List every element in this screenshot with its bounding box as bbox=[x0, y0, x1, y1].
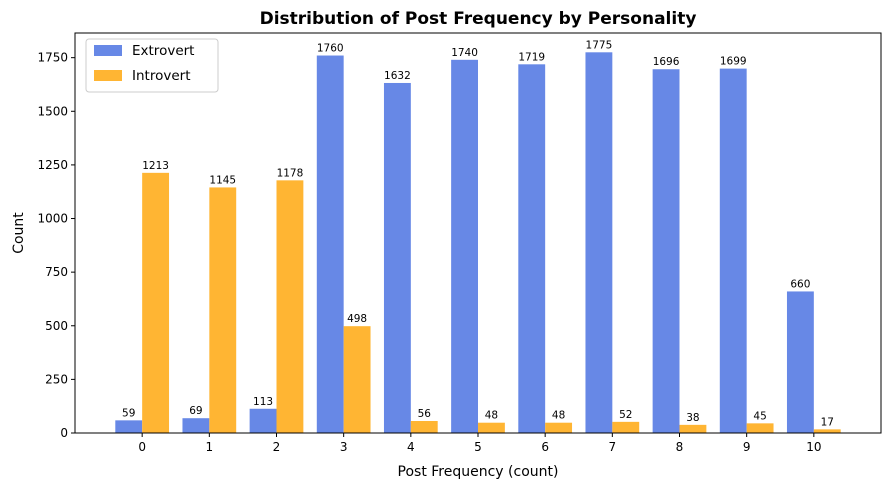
bar-extrovert-8 bbox=[652, 69, 680, 434]
bar-introvert-9 bbox=[746, 423, 774, 433]
data-label-introvert-10: 17 bbox=[821, 416, 834, 428]
bar-extrovert-0 bbox=[115, 420, 143, 433]
data-label-introvert-9: 45 bbox=[753, 410, 766, 422]
y-axis-ticks: 0 250 500 750 1000 1250 1500 1750 bbox=[37, 51, 75, 440]
bars-layer bbox=[115, 52, 841, 434]
chart-title: Distribution of Post Frequency by Person… bbox=[260, 9, 697, 29]
bar-extrovert-4 bbox=[383, 82, 411, 433]
y-tick-label: 1500 bbox=[37, 104, 68, 118]
data-label-introvert-4: 56 bbox=[418, 408, 432, 420]
bar-extrovert-3 bbox=[316, 55, 344, 433]
data-label-extrovert-4: 1632 bbox=[384, 70, 411, 82]
data-label-introvert-1: 1145 bbox=[209, 174, 236, 186]
bar-extrovert-6 bbox=[518, 64, 546, 434]
x-tick-label: 8 bbox=[676, 440, 684, 454]
data-label-extrovert-9: 1699 bbox=[720, 56, 747, 68]
data-label-introvert-7: 52 bbox=[619, 409, 632, 421]
x-axis-label: Post Frequency (count) bbox=[398, 464, 559, 480]
bar-extrovert-2 bbox=[249, 408, 277, 433]
bar-extrovert-9 bbox=[719, 68, 747, 434]
data-label-introvert-6: 48 bbox=[552, 410, 565, 422]
data-label-extrovert-6: 1719 bbox=[518, 51, 545, 63]
bar-extrovert-10 bbox=[786, 291, 814, 433]
bar-introvert-7 bbox=[612, 421, 640, 433]
bar-introvert-1 bbox=[209, 187, 237, 433]
legend-swatch-introvert bbox=[94, 70, 122, 81]
y-tick-label: 1250 bbox=[37, 158, 68, 172]
x-tick-label: 1 bbox=[206, 440, 214, 454]
legend-label-introvert: Introvert bbox=[132, 68, 190, 84]
bar-extrovert-5 bbox=[451, 59, 478, 433]
bar-introvert-3 bbox=[343, 326, 371, 433]
y-tick-label: 1750 bbox=[37, 51, 68, 65]
data-label-extrovert-2: 113 bbox=[253, 396, 273, 408]
data-label-extrovert-1: 69 bbox=[189, 405, 202, 417]
data-label-extrovert-3: 1760 bbox=[317, 43, 344, 55]
bar-introvert-5 bbox=[478, 422, 505, 433]
y-tick-label: 0 bbox=[60, 426, 68, 440]
y-tick-label: 750 bbox=[45, 265, 68, 279]
x-axis-ticks: 0 1 2 3 4 5 6 7 8 9 10 bbox=[138, 433, 821, 454]
bar-introvert-0 bbox=[142, 172, 170, 433]
y-axis-label: Count bbox=[11, 212, 27, 254]
legend-label-extrovert: Extrovert bbox=[132, 43, 194, 59]
x-tick-label: 5 bbox=[474, 440, 482, 454]
data-label-introvert-0: 1213 bbox=[142, 160, 169, 172]
y-tick-label: 1000 bbox=[37, 212, 68, 226]
data-labels-layer: 59 69 113 1760 1632 1740 1719 1775 1696 1699 660 12… bbox=[122, 39, 834, 428]
data-label-extrovert-5: 1740 bbox=[451, 47, 478, 59]
x-tick-label: 0 bbox=[138, 440, 146, 454]
data-label-introvert-3: 498 bbox=[347, 313, 367, 325]
x-tick-label: 7 bbox=[609, 440, 617, 454]
bar-extrovert-1 bbox=[182, 418, 210, 433]
data-label-introvert-2: 1178 bbox=[277, 167, 304, 179]
data-label-introvert-5: 48 bbox=[485, 410, 498, 422]
bar-introvert-4 bbox=[410, 420, 438, 433]
data-label-extrovert-8: 1696 bbox=[653, 56, 680, 68]
data-label-extrovert-7: 1775 bbox=[586, 39, 613, 51]
y-tick-label: 500 bbox=[45, 319, 68, 333]
x-tick-label: 10 bbox=[806, 440, 821, 454]
x-tick-label: 3 bbox=[340, 440, 348, 454]
bar-introvert-2 bbox=[276, 180, 304, 433]
data-label-extrovert-10: 660 bbox=[790, 278, 810, 290]
x-tick-label: 9 bbox=[743, 440, 751, 454]
legend-swatch-extrovert bbox=[94, 45, 122, 56]
x-tick-label: 2 bbox=[273, 440, 281, 454]
legend: Extrovert Introvert bbox=[85, 38, 219, 93]
x-tick-label: 4 bbox=[407, 440, 415, 454]
bar-introvert-8 bbox=[679, 424, 707, 433]
data-label-introvert-8: 38 bbox=[686, 412, 699, 424]
bar-extrovert-7 bbox=[585, 52, 613, 433]
bar-introvert-10 bbox=[813, 429, 841, 433]
y-tick-label: 250 bbox=[45, 372, 68, 386]
x-tick-label: 6 bbox=[541, 440, 549, 454]
data-label-extrovert-0: 59 bbox=[122, 407, 135, 419]
bar-introvert-6 bbox=[545, 422, 573, 433]
